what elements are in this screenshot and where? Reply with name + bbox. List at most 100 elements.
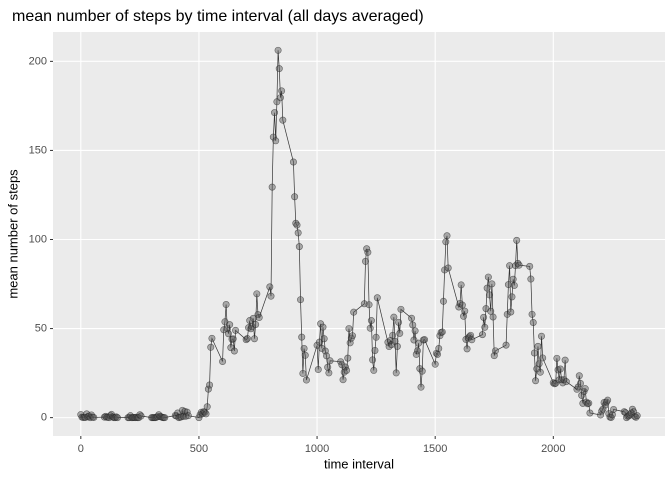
point	[324, 363, 332, 371]
y-axis-label: mean number of steps	[5, 169, 20, 299]
point	[206, 381, 214, 389]
point	[255, 314, 263, 322]
point	[314, 366, 322, 374]
point	[278, 87, 286, 95]
point	[367, 317, 375, 325]
point	[230, 347, 238, 355]
point	[481, 323, 489, 331]
point	[418, 367, 426, 375]
point	[586, 409, 594, 417]
point	[274, 46, 282, 54]
point	[325, 369, 333, 377]
point	[349, 332, 357, 340]
point	[315, 338, 323, 346]
point	[271, 109, 279, 117]
point	[338, 361, 346, 369]
point	[442, 238, 450, 246]
point	[252, 320, 260, 328]
point	[339, 376, 347, 384]
point	[343, 366, 351, 374]
point	[530, 349, 538, 357]
point	[460, 312, 468, 320]
point	[136, 411, 144, 419]
point	[226, 321, 234, 329]
y-tick-label: 50	[35, 322, 47, 334]
point	[503, 310, 511, 318]
point	[506, 262, 514, 270]
point	[444, 264, 452, 272]
point	[439, 297, 447, 305]
point	[408, 314, 416, 322]
point	[491, 347, 499, 355]
y-tick-label: 0	[41, 412, 47, 424]
point	[249, 314, 257, 322]
point	[510, 281, 518, 289]
point	[247, 325, 255, 333]
point	[219, 358, 227, 366]
point	[434, 350, 442, 358]
point	[366, 324, 374, 332]
point	[526, 262, 534, 270]
point	[297, 296, 305, 304]
point	[527, 275, 535, 283]
point	[467, 331, 475, 339]
point	[365, 301, 373, 309]
point	[578, 391, 586, 399]
point	[507, 308, 515, 316]
point	[599, 405, 607, 413]
point	[575, 372, 583, 380]
point	[207, 343, 215, 351]
point	[604, 396, 612, 404]
point	[326, 357, 334, 365]
point	[508, 293, 516, 301]
point	[480, 313, 488, 321]
point	[269, 133, 277, 141]
point	[504, 281, 512, 289]
point	[390, 313, 398, 321]
point	[556, 365, 564, 373]
point	[344, 354, 352, 362]
x-tick-label: 500	[190, 443, 208, 455]
point	[137, 412, 145, 420]
point	[318, 344, 326, 352]
x-tick-label: 1500	[423, 443, 447, 455]
point	[364, 248, 372, 256]
point	[581, 385, 589, 393]
point	[395, 318, 403, 326]
point	[389, 331, 397, 339]
point	[184, 412, 192, 420]
point	[393, 342, 401, 350]
point	[610, 405, 618, 413]
point	[242, 336, 250, 344]
point	[396, 329, 404, 337]
point	[415, 339, 423, 347]
point	[223, 325, 231, 333]
point	[468, 336, 476, 344]
point	[300, 345, 308, 353]
point	[529, 319, 537, 327]
chart-title: mean number of steps by time interval (a…	[12, 8, 424, 25]
point	[182, 412, 190, 420]
point	[289, 158, 297, 166]
point	[397, 305, 405, 313]
point	[438, 328, 446, 336]
panel	[53, 32, 665, 436]
point	[509, 275, 517, 283]
point	[253, 290, 261, 298]
point	[484, 273, 492, 281]
point	[488, 280, 496, 288]
point	[561, 356, 569, 364]
point	[294, 229, 302, 237]
point	[203, 403, 211, 411]
point	[463, 345, 471, 353]
point	[417, 383, 425, 391]
point	[302, 376, 310, 384]
point	[443, 232, 451, 240]
point	[553, 354, 561, 362]
point	[562, 378, 570, 386]
point	[350, 308, 358, 316]
point	[298, 333, 306, 341]
point	[243, 335, 251, 343]
point	[421, 336, 429, 344]
point	[574, 383, 582, 391]
